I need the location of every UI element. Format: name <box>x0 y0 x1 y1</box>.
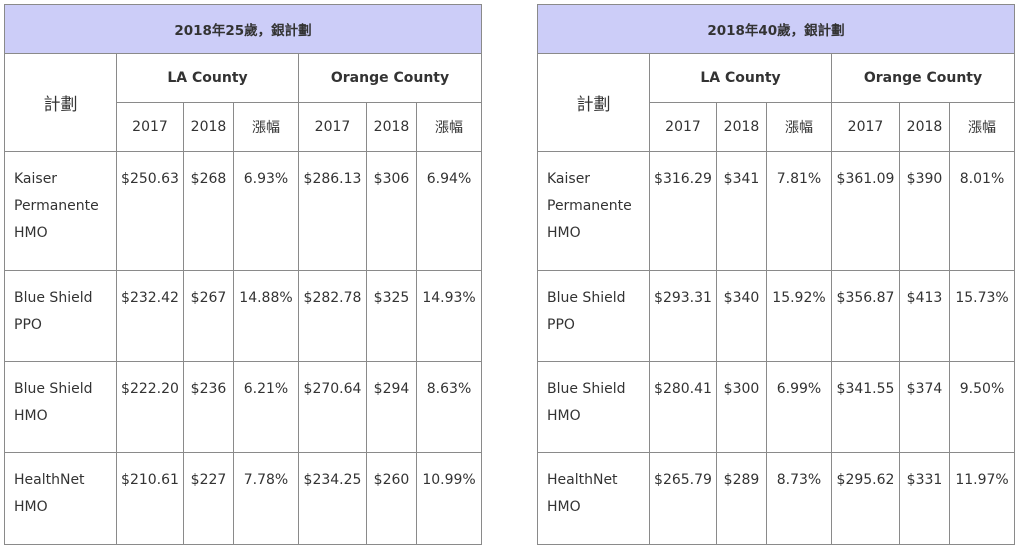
la-2018-rate: $236 <box>183 361 234 453</box>
la-2018-rate: $267 <box>183 270 234 362</box>
oc-2018-rate: $331 <box>899 452 950 545</box>
plan-name: HealthNet HMO <box>537 452 650 545</box>
la-2017-rate: $316.29 <box>649 151 717 271</box>
table-row: Kaiser Permanente HMO $316.29 $341 7.81%… <box>537 151 1016 271</box>
oc-2017-rate: $356.87 <box>831 270 900 362</box>
year-header-2017: 2017 <box>116 102 184 152</box>
la-2018-rate: $300 <box>716 361 767 453</box>
oc-increase: 6.94% <box>415 151 483 271</box>
oc-2017-rate: $295.62 <box>831 452 900 545</box>
oc-increase: 9.50% <box>948 361 1016 453</box>
oc-2017-rate: $282.78 <box>298 270 367 362</box>
year-header-2018: 2018 <box>183 102 234 152</box>
oc-2018-rate: $390 <box>899 151 950 271</box>
oc-2017-rate: $270.64 <box>298 361 367 453</box>
year-header-2017: 2017 <box>831 102 900 152</box>
oc-2017-rate: $341.55 <box>831 361 900 453</box>
rate-table-age-25: 2018年25歲，銀計劃 計劃 LA County Orange County … <box>3 4 483 545</box>
la-2017-rate: $280.41 <box>649 361 717 453</box>
year-header-2018: 2018 <box>716 102 767 152</box>
table-title: 2018年40歲，銀計劃 <box>536 4 1016 54</box>
oc-2017-rate: $361.09 <box>831 151 900 271</box>
increase-header: 漲幅 <box>766 102 832 152</box>
increase-header: 漲幅 <box>948 102 1016 152</box>
la-2018-rate: $340 <box>716 270 767 362</box>
plan-name: Blue Shield HMO <box>4 361 117 453</box>
plan-name: Blue Shield PPO <box>4 270 117 362</box>
oc-increase: 10.99% <box>415 452 483 545</box>
oc-2017-rate: $234.25 <box>298 452 367 545</box>
oc-2018-rate: $325 <box>366 270 417 362</box>
la-increase: 15.92% <box>766 270 832 362</box>
oc-2018-rate: $306 <box>366 151 417 271</box>
la-county-header: LA County <box>649 53 832 103</box>
la-2018-rate: $341 <box>716 151 767 271</box>
la-2017-rate: $293.31 <box>649 270 717 362</box>
la-2018-rate: $227 <box>183 452 234 545</box>
la-increase: 6.93% <box>233 151 299 271</box>
oc-2017-rate: $286.13 <box>298 151 367 271</box>
oc-2018-rate: $413 <box>899 270 950 362</box>
year-header-2018: 2018 <box>366 102 417 152</box>
plan-name: Kaiser Permanente HMO <box>537 151 650 271</box>
year-header-2017: 2017 <box>298 102 367 152</box>
oc-2018-rate: $374 <box>899 361 950 453</box>
la-2017-rate: $232.42 <box>116 270 184 362</box>
table-row: HealthNet HMO $210.61 $227 7.78% $234.25… <box>4 452 483 545</box>
la-2017-rate: $222.20 <box>116 361 184 453</box>
table-row: Blue Shield PPO $293.31 $340 15.92% $356… <box>537 270 1016 362</box>
oc-increase: 14.93% <box>415 270 483 362</box>
la-increase: 6.99% <box>766 361 832 453</box>
increase-header: 漲幅 <box>415 102 483 152</box>
plan-name: Blue Shield HMO <box>537 361 650 453</box>
increase-header: 漲幅 <box>233 102 299 152</box>
la-2017-rate: $250.63 <box>116 151 184 271</box>
oc-increase: 8.63% <box>415 361 483 453</box>
table-row: Kaiser Permanente HMO $250.63 $268 6.93%… <box>4 151 483 271</box>
orange-county-header: Orange County <box>297 53 483 103</box>
table-row: HealthNet HMO $265.79 $289 8.73% $295.62… <box>537 452 1016 545</box>
year-header-2017: 2017 <box>649 102 717 152</box>
oc-2018-rate: $294 <box>366 361 417 453</box>
plan-name: HealthNet HMO <box>4 452 117 545</box>
table-row: Blue Shield PPO $232.42 $267 14.88% $282… <box>4 270 483 362</box>
la-2018-rate: $289 <box>716 452 767 545</box>
la-increase: 7.81% <box>766 151 832 271</box>
plan-column-header: 計劃 <box>4 53 117 152</box>
la-increase: 14.88% <box>233 270 299 362</box>
la-2017-rate: $210.61 <box>116 452 184 545</box>
la-increase: 7.78% <box>233 452 299 545</box>
oc-increase: 11.97% <box>948 452 1016 545</box>
table-row: Blue Shield HMO $222.20 $236 6.21% $270.… <box>4 361 483 453</box>
la-county-header: LA County <box>116 53 299 103</box>
la-increase: 6.21% <box>233 361 299 453</box>
oc-increase: 15.73% <box>948 270 1016 362</box>
year-header-2018: 2018 <box>899 102 950 152</box>
table-title: 2018年25歲，銀計劃 <box>3 4 483 54</box>
oc-2018-rate: $260 <box>366 452 417 545</box>
la-2017-rate: $265.79 <box>649 452 717 545</box>
oc-increase: 8.01% <box>948 151 1016 271</box>
plan-name: Kaiser Permanente HMO <box>4 151 117 271</box>
orange-county-header: Orange County <box>830 53 1016 103</box>
la-2018-rate: $268 <box>183 151 234 271</box>
table-row: Blue Shield HMO $280.41 $300 6.99% $341.… <box>537 361 1016 453</box>
la-increase: 8.73% <box>766 452 832 545</box>
plan-name: Blue Shield PPO <box>537 270 650 362</box>
plan-column-header: 計劃 <box>537 53 650 152</box>
rate-table-age-40: 2018年40歲，銀計劃 計劃 LA County Orange County … <box>536 4 1016 545</box>
